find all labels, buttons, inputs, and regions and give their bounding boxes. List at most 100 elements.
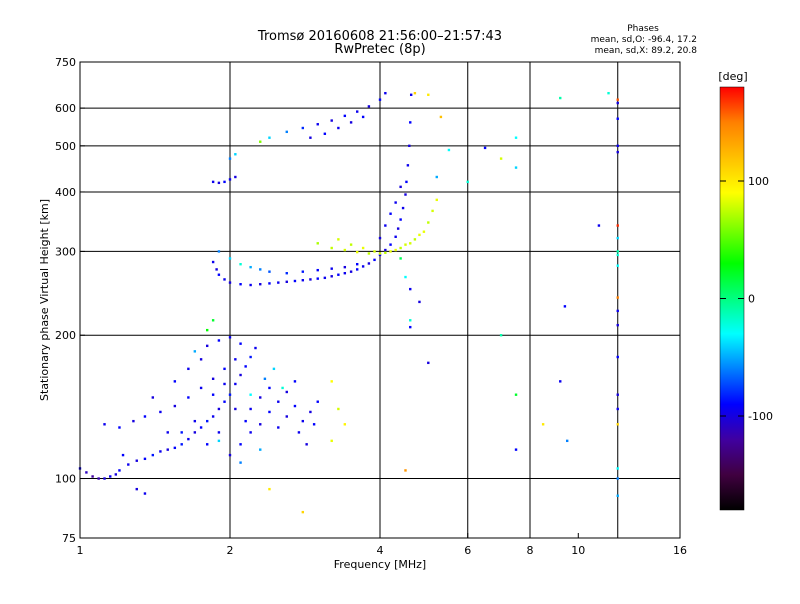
data-point — [439, 115, 443, 119]
data-point — [193, 431, 197, 434]
data-point — [367, 252, 371, 255]
data-point — [143, 415, 147, 418]
data-point — [330, 439, 333, 443]
data-point — [211, 260, 215, 264]
data-point — [413, 238, 417, 241]
data-point — [217, 407, 221, 411]
x-tick-label: 1 — [77, 544, 84, 557]
data-point — [343, 272, 347, 275]
x-tick-label: 16 — [673, 544, 687, 557]
data-point — [285, 415, 288, 418]
x-axis-label: Frequency [MHz] — [334, 558, 426, 571]
data-point — [323, 132, 327, 135]
data-point — [228, 281, 232, 284]
data-point — [239, 263, 242, 266]
data-point — [396, 227, 400, 230]
data-point — [355, 110, 359, 113]
phase-stats-x: mean, sd,X: 89.2, 20.8 — [595, 46, 698, 56]
data-point — [309, 410, 312, 414]
data-point — [259, 268, 262, 271]
data-point — [193, 350, 197, 353]
data-point — [349, 270, 353, 273]
data-point — [215, 268, 218, 271]
x-tick-label: 10 — [571, 544, 585, 557]
data-point — [367, 262, 371, 265]
data-point — [337, 238, 340, 241]
data-point — [228, 453, 232, 457]
data-point — [285, 130, 288, 134]
data-point — [355, 268, 359, 271]
data-point — [249, 265, 252, 269]
data-point — [249, 283, 252, 287]
y-axis-label: Stationary phase Virtual Height [km] — [38, 199, 51, 401]
data-point — [541, 423, 545, 426]
data-point — [384, 248, 387, 252]
data-point — [285, 272, 288, 275]
data-point — [217, 339, 221, 342]
data-point — [211, 393, 215, 396]
data-point — [249, 393, 252, 396]
data-point — [159, 410, 162, 414]
data-point — [427, 361, 430, 365]
data-point — [418, 233, 421, 237]
data-point — [337, 407, 340, 411]
data-point — [103, 423, 106, 426]
data-point — [143, 457, 147, 461]
data-point — [355, 263, 359, 266]
data-point — [399, 246, 402, 250]
data-point — [143, 492, 147, 495]
data-point — [378, 253, 382, 257]
data-point — [211, 319, 215, 322]
data-point — [616, 264, 619, 267]
data-point — [132, 419, 135, 423]
chart-subtitle: RwPretec (8p) — [334, 42, 425, 57]
data-point — [616, 296, 619, 299]
data-point — [234, 175, 237, 179]
data-point — [301, 270, 305, 273]
x-tick-label: 2 — [227, 544, 234, 557]
colorbar-label: [deg] — [718, 70, 747, 83]
chart-title: Tromsø 20160608 21:56:00–21:57:43 — [257, 29, 502, 44]
data-point — [607, 91, 610, 95]
data-point — [217, 439, 221, 443]
data-point — [514, 166, 518, 169]
data-point — [223, 382, 226, 386]
data-point — [103, 477, 106, 480]
data-point — [384, 224, 387, 227]
data-point — [281, 386, 284, 390]
data-point — [394, 201, 397, 204]
data-point — [234, 382, 237, 386]
data-point — [404, 275, 407, 279]
data-point — [244, 419, 247, 423]
data-point — [435, 175, 438, 179]
data-point — [249, 407, 252, 411]
data-point — [384, 91, 387, 95]
data-point — [616, 309, 619, 313]
data-point — [211, 415, 215, 418]
y-tick-label: 300 — [55, 245, 76, 258]
data-point — [447, 148, 451, 152]
y-tick-label: 600 — [55, 102, 76, 115]
data-point — [616, 236, 619, 240]
data-point — [217, 273, 221, 276]
data-point — [389, 243, 392, 246]
data-point — [301, 419, 305, 423]
data-point — [323, 276, 327, 280]
data-point — [187, 367, 190, 371]
data-point — [166, 431, 169, 434]
data-point — [151, 396, 155, 399]
data-point — [199, 386, 203, 390]
data-point — [244, 365, 247, 368]
colorbar-tick-label: 100 — [748, 175, 769, 188]
data-point — [180, 431, 183, 434]
data-point — [316, 242, 319, 245]
x-tick-label: 8 — [527, 544, 534, 557]
data-point — [616, 101, 619, 105]
data-point — [404, 243, 407, 246]
data-point — [199, 426, 203, 429]
data-point — [514, 136, 518, 139]
data-point — [409, 121, 412, 124]
data-point — [616, 150, 619, 154]
data-point — [316, 277, 319, 280]
data-point — [239, 342, 242, 345]
